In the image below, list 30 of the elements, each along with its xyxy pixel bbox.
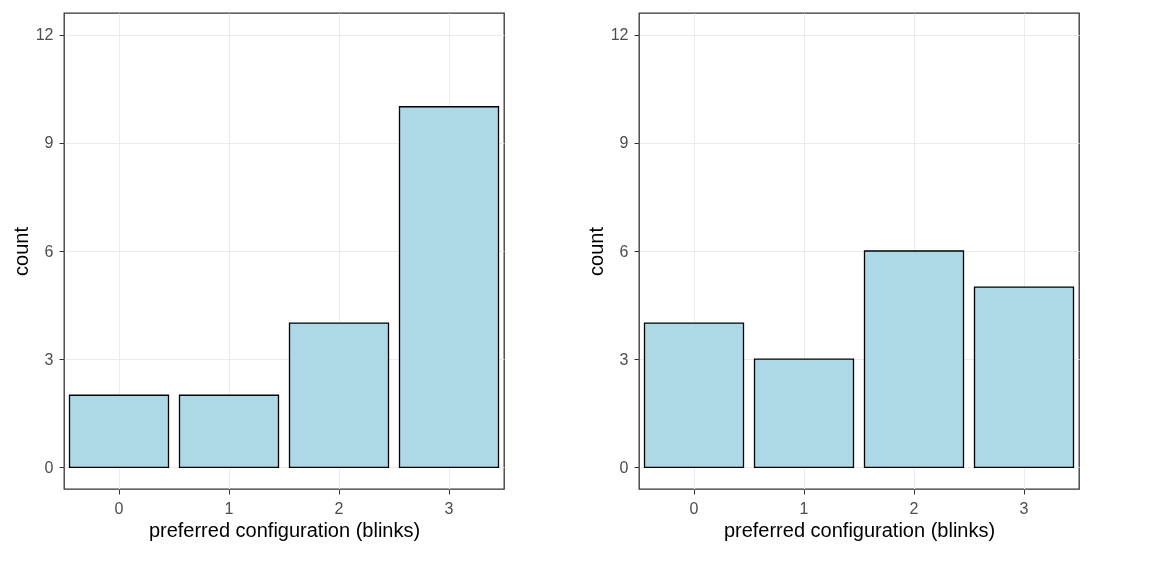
y-tick-label: 9	[44, 134, 54, 152]
y-tick-label: 0	[619, 458, 629, 476]
bar	[398, 106, 500, 469]
y-axis-title: count	[9, 226, 32, 276]
x-tick-label: 3	[444, 499, 454, 517]
y-tick-label: 12	[610, 26, 629, 44]
bar	[973, 286, 1075, 469]
y-tick-label: 12	[35, 26, 54, 44]
x-tick-label: 2	[909, 499, 919, 517]
x-tick-label: 1	[224, 499, 234, 517]
y-axis-title: count	[584, 226, 607, 276]
x-axis-title: preferred configuration (blinks)	[723, 518, 996, 541]
x-tick-label: 3	[1019, 499, 1029, 517]
y-tick-label: 6	[44, 242, 54, 260]
bar	[68, 394, 170, 469]
y-tick-label: 9	[619, 134, 629, 152]
x-tick-label: 0	[689, 499, 699, 517]
x-tick-label: 1	[799, 499, 809, 517]
bar	[643, 322, 745, 469]
x-axis-title: preferred configuration (blinks)	[148, 518, 421, 541]
y-tick-label: 6	[619, 242, 629, 260]
y-tick-label: 3	[619, 350, 629, 368]
y-tick-label: 3	[44, 350, 54, 368]
x-tick-label: 2	[334, 499, 344, 517]
bar	[753, 358, 855, 469]
bar	[288, 322, 390, 469]
x-tick-label: 0	[114, 499, 124, 517]
y-tick-label: 0	[44, 458, 54, 476]
bar	[178, 394, 280, 469]
bar	[863, 250, 965, 469]
